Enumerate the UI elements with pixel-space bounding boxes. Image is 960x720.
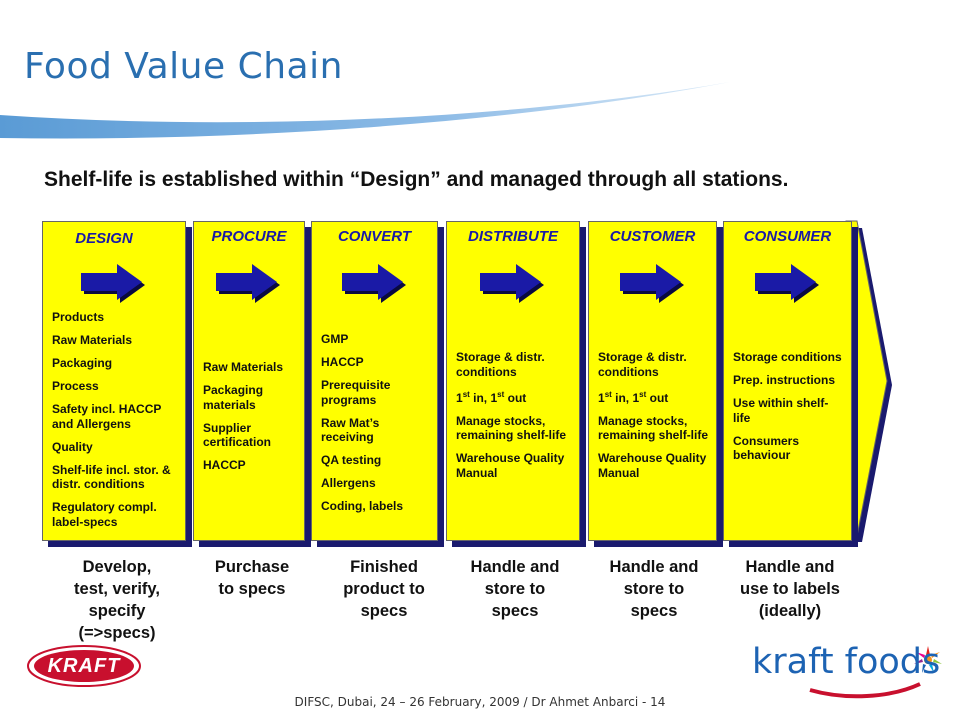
stage-title: DESIGN bbox=[75, 230, 133, 247]
stage-title: CUSTOMER bbox=[609, 228, 696, 245]
stage-item-list: GMP HACCP Prerequisite programs Raw Mat’s r… bbox=[321, 332, 431, 522]
right-arrow-icon bbox=[81, 264, 145, 303]
kraft-logo bbox=[27, 645, 141, 687]
caption-design: Develop, test, verify, specify (=>specs) bbox=[42, 556, 192, 644]
right-arrow-icon bbox=[341, 264, 406, 303]
stage-design: DESIGN Products Raw Materials Packaging Proc… bbox=[42, 221, 186, 541]
stage-item: HACCP bbox=[203, 458, 246, 472]
stage-item: Storage & distr. conditions bbox=[456, 350, 545, 379]
stage-distribute: DISTRIBUTE Storage & distr. conditions 1st… bbox=[446, 221, 580, 541]
stage-item: Prerequisite programs bbox=[321, 378, 391, 407]
stage-title: CONSUMER bbox=[743, 228, 832, 245]
stage-item: 1st in, 1st out bbox=[598, 389, 669, 405]
caption-line: store to bbox=[623, 580, 685, 598]
stage-title: CONVERT bbox=[337, 228, 412, 245]
stage-item: Raw Materials bbox=[52, 333, 133, 347]
stage-item: Regulatory compl. label-specs bbox=[52, 500, 157, 529]
right-arrow-icon bbox=[619, 264, 684, 303]
stage-item: Safety incl. HACCP and Allergens bbox=[52, 402, 162, 431]
stage-item: Shelf-life incl. stor. & distr. conditio… bbox=[52, 462, 171, 492]
stage-item: Use within shelf-life bbox=[733, 396, 829, 425]
stage-item: Prep. instructions bbox=[733, 373, 836, 387]
caption-line: Handle and bbox=[609, 558, 699, 576]
stage-item: Warehouse Quality Manual bbox=[456, 451, 565, 480]
stage-item: Raw Mat’s receiving bbox=[321, 415, 380, 445]
stage-item-list: Storage & distr. conditions 1st in, 1st o… bbox=[456, 350, 573, 489]
stage-item: Storage & distr. conditions bbox=[598, 350, 687, 379]
footer: DIFSC, Dubai, 24 – 26 February, 2009 / D… bbox=[294, 695, 666, 709]
caption-line: Handle and bbox=[470, 558, 560, 576]
caption-line: store to bbox=[484, 580, 546, 598]
caption-line: Finished bbox=[350, 558, 418, 576]
stage-item: 1st in, 1st out bbox=[456, 389, 527, 405]
stage-item: Supplier certification bbox=[203, 420, 272, 450]
stage-item: HACCP bbox=[321, 355, 364, 369]
stage-item-list: Storage & distr. conditions 1st in, 1st o… bbox=[598, 350, 710, 489]
stage-item: GMP bbox=[321, 332, 349, 346]
caption-line: use to labels bbox=[740, 580, 840, 598]
caption-line: specs bbox=[491, 602, 539, 620]
stage-item-list: Products Raw Materials Packaging Process Saf… bbox=[52, 310, 179, 538]
stage-item: Manage stocks, remaining shelf-life bbox=[456, 413, 567, 443]
header-swoosh bbox=[0, 82, 730, 139]
stage-procure: PROCURE Raw Materials Packaging materials S… bbox=[193, 221, 305, 541]
headline: Shelf-life is established within “Design… bbox=[44, 168, 789, 191]
caption-line: to specs bbox=[218, 580, 286, 598]
stage-item-list: Storage conditions Prep. instructions Use … bbox=[733, 350, 845, 471]
stage-title: DISTRIBUTE bbox=[468, 228, 558, 245]
caption-line: Handle and bbox=[745, 558, 835, 576]
stage-convert: CONVERT GMP HACCP Prerequisite programs Raw … bbox=[311, 221, 438, 541]
caption-line: (=>specs) bbox=[78, 624, 156, 642]
stage-item: Raw Materials bbox=[203, 360, 284, 374]
caption-distribute: Handle and store to specs bbox=[448, 556, 582, 622]
stage-item: Packaging materials bbox=[203, 383, 264, 412]
stage-item: Warehouse Quality Manual bbox=[598, 451, 707, 480]
caption-line: specify bbox=[88, 602, 146, 620]
caption-line: Develop, bbox=[82, 558, 152, 576]
kraft-logo-text: KRAFT bbox=[47, 655, 121, 677]
stage-item: Coding, labels bbox=[321, 499, 404, 513]
caption-consumer: Handle and use to labels (ideally) bbox=[726, 556, 854, 622]
caption-customer: Handle and store to specs bbox=[588, 556, 720, 622]
caption-convert: Finished product to specs bbox=[318, 556, 450, 622]
stage-consumer: CONSUMER Storage conditions Prep. instruct… bbox=[723, 221, 852, 541]
stage-item: Quality bbox=[52, 439, 93, 454]
caption-line: Purchase bbox=[214, 558, 290, 576]
stage-item: QA testing bbox=[321, 453, 382, 467]
page-title: Food Value Chain bbox=[24, 46, 343, 87]
caption-line: product to bbox=[343, 580, 425, 598]
stage-item: Allergens bbox=[321, 476, 376, 490]
right-arrow-icon bbox=[216, 264, 280, 303]
caption-procure: Purchase to specs bbox=[193, 556, 311, 600]
stage-item-list: Raw Materials Packaging materials Supplier… bbox=[203, 360, 298, 481]
caption-line: (ideally) bbox=[758, 602, 822, 620]
stage-item: Storage conditions bbox=[733, 350, 842, 364]
stage-item: Packaging bbox=[52, 356, 113, 370]
caption-line: specs bbox=[360, 602, 408, 620]
kraft-foods-logo-text: kraft foods bbox=[752, 642, 941, 682]
right-arrow-icon bbox=[754, 264, 819, 303]
stage-customer: CUSTOMER Storage & distr. conditions 1st i… bbox=[588, 221, 717, 541]
caption-line: specs bbox=[630, 602, 678, 620]
stage-item: Consumers behaviour bbox=[733, 433, 800, 463]
stage-item: Products bbox=[52, 310, 105, 324]
stage-item: Process bbox=[52, 379, 99, 393]
stage-item: Manage stocks, remaining shelf-life bbox=[598, 413, 709, 443]
stage-title: PROCURE bbox=[211, 228, 287, 245]
right-arrow-icon bbox=[480, 264, 544, 303]
caption-line: test, verify, bbox=[74, 580, 160, 598]
kraft-foods-logo bbox=[809, 646, 942, 699]
